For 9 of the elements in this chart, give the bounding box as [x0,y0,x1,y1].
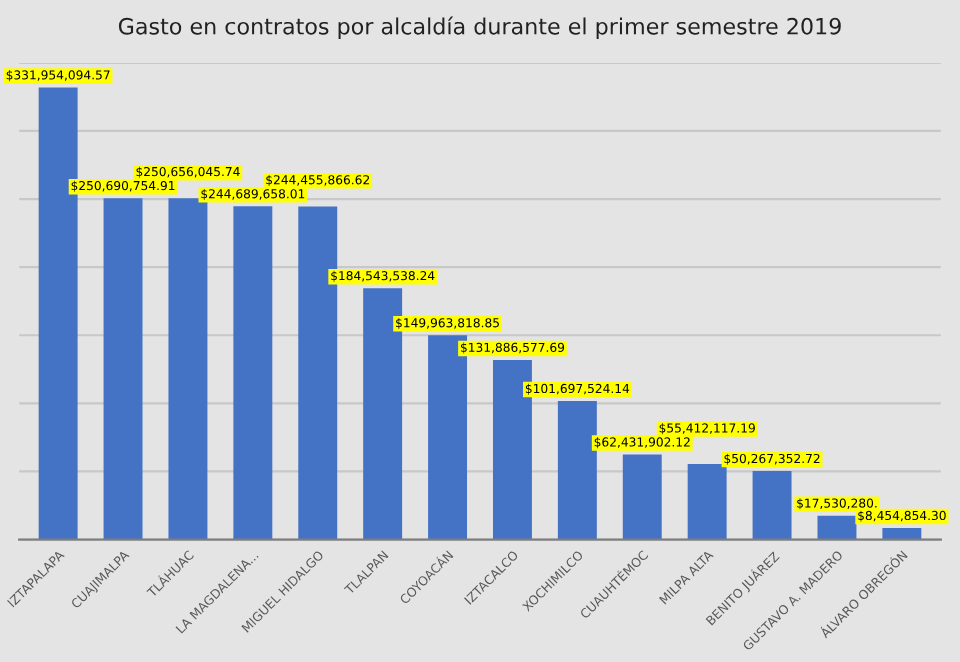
bar [817,515,857,540]
bar [557,401,597,540]
bar [168,198,208,540]
bar [103,198,143,540]
bar [233,206,273,540]
bar [752,471,792,540]
bar [622,454,662,540]
bar [687,464,727,540]
chart-title: Gasto en contratos por alcaldía durante el primer semestre 2019 [118,16,841,39]
